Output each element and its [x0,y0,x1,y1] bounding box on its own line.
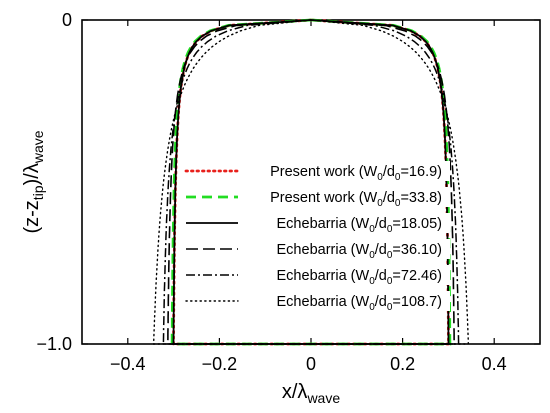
legend-label-5: Echebarria (W0/d0=72.46) [277,268,442,287]
legend-entry-bg [182,213,450,233]
legend-entry-bg [182,239,450,259]
legend-entry-bg [182,265,450,285]
x-tick-label: −0.2 [202,354,238,374]
legend-label-4: Echebarria (W0/d0=36.10) [277,242,442,261]
y-tick-labels: 0 −1.0 [36,10,72,354]
x-axis-label: x/λwave [282,381,340,406]
series-line-6 [152,19,470,345]
legend-label-1: Present work (W0/d0=16.9) [270,164,442,183]
series-curves [152,18,470,346]
x-tick-labels: −0.4 −0.2 0 0.2 0.4 [110,354,507,374]
series-line-5 [162,19,460,345]
y-tick-label: −1.0 [36,334,72,354]
legend-entry-bg [182,161,450,181]
x-tick-label: 0.2 [390,354,415,374]
legend-entry-bg [182,187,450,207]
legend-label-2: Present work (W0/d0=33.8) [270,190,442,209]
y-tick-label: 0 [62,10,72,30]
legend-entry-bg [182,291,450,311]
x-tick-label: 0.4 [482,354,507,374]
x-tick-label: −0.4 [110,354,146,374]
y-axis-label: (z-ztip)/λwave [21,130,46,233]
legend-label-3: Echebarria (W0/d0=18.05) [277,216,442,235]
legend: Present work (W0/d0=16.9) Present work (W… [182,161,450,313]
legend-label-6: Echebarria (W0/d0=108.7) [277,294,442,313]
x-tick-label: 0 [306,354,316,374]
